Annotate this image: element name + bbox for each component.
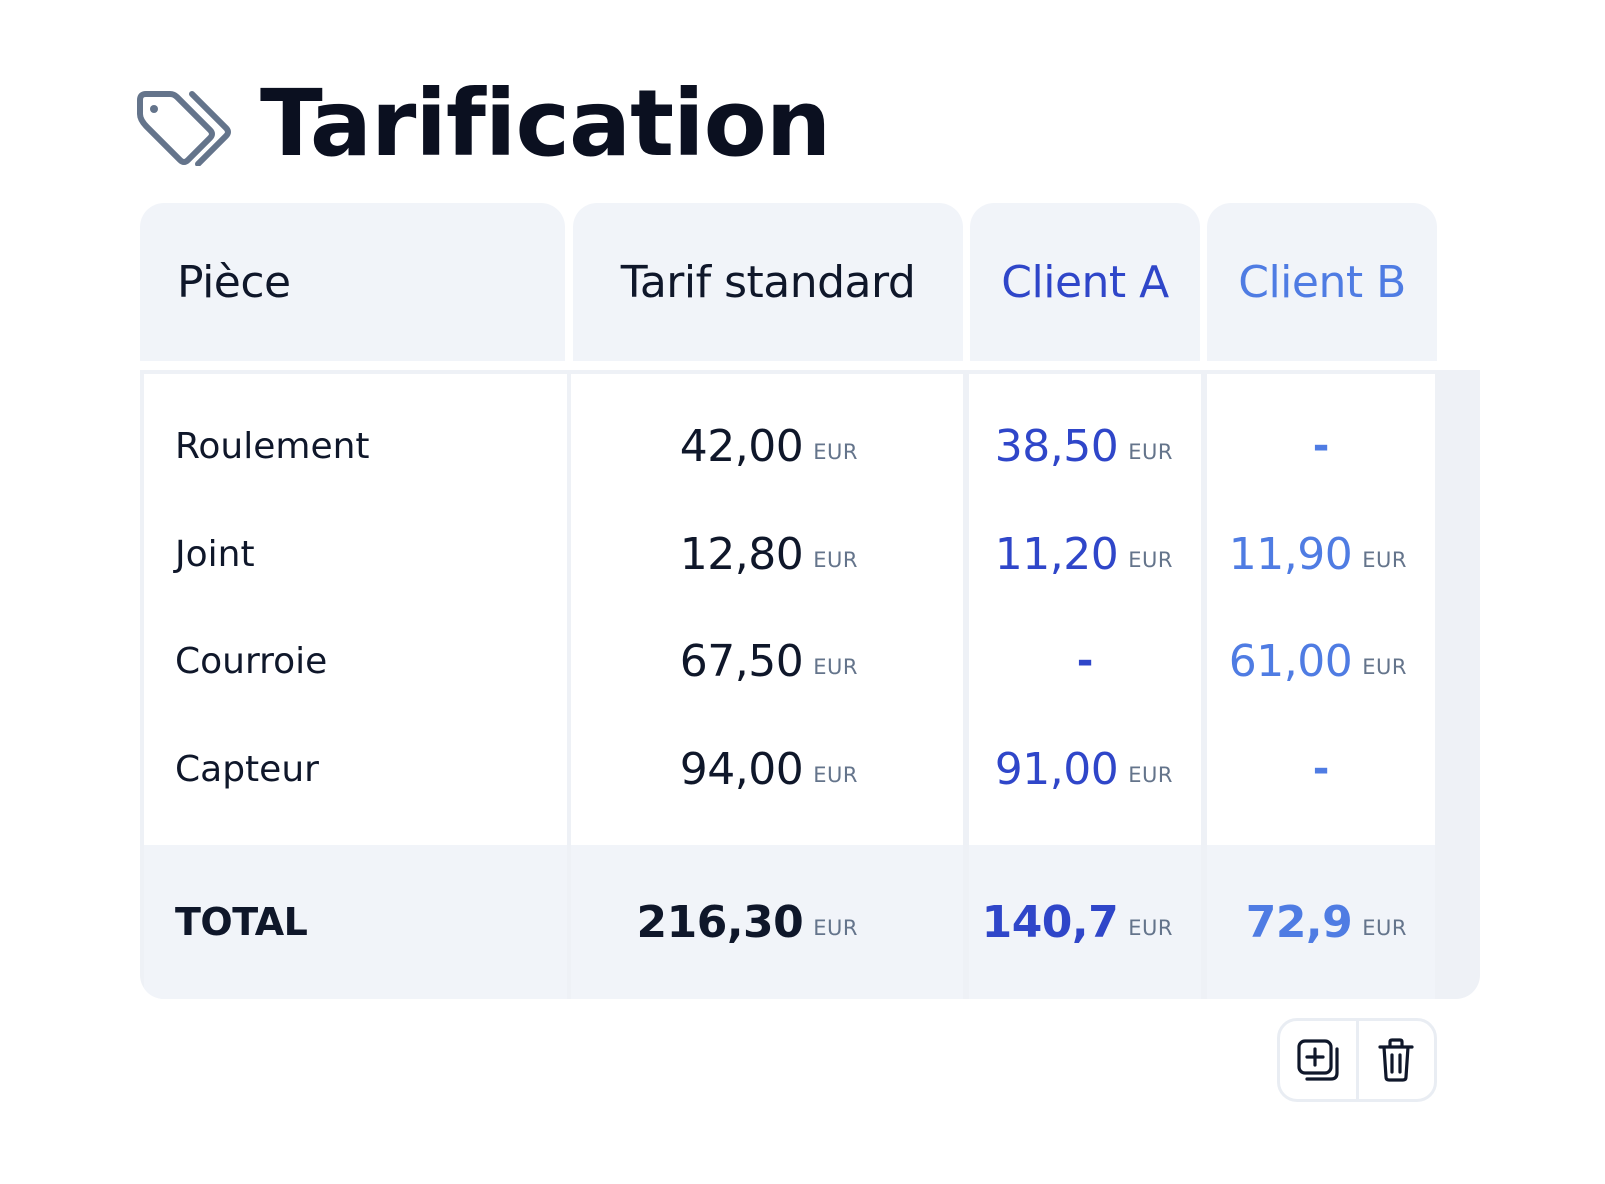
price-cell-standard[interactable]: 12,80 EUR [571,500,963,608]
price-value: 91,00 [994,743,1119,795]
column-background-client-b [1207,370,1435,999]
currency-label: EUR [1128,763,1173,787]
empty-price: - [1312,423,1330,469]
column-header-piece-label: Pièce [177,256,291,308]
price-cell-standard[interactable]: 42,00 EUR [571,392,963,500]
price-value: 11,20 [994,528,1119,580]
price-cell-standard[interactable]: 94,00 EUR [571,715,963,823]
column-header-client-a: Client A [970,203,1200,361]
table-body-background [140,370,1480,999]
price-tags-icon [137,91,231,166]
column-header-standard-label: Tarif standard [620,256,916,308]
table-row[interactable]: Joint 12,80 EUR 11,20 EUR 11,90 EUR [140,500,1480,608]
price-cell-client-b[interactable]: 11,90 EUR [1207,500,1435,608]
price-cell-client-b[interactable]: - [1207,715,1435,823]
empty-price: - [1076,638,1094,684]
piece-name[interactable]: Capteur [175,748,319,790]
delete-row-button[interactable] [1355,1021,1435,1099]
currency-label: EUR [1128,916,1173,940]
column-background-client-a [969,370,1201,999]
price-value: 140,7 [981,896,1119,948]
price-cell-client-a[interactable]: 11,20 EUR [969,500,1201,608]
currency-label: EUR [813,763,858,787]
currency-label: EUR [1362,655,1407,679]
table-row[interactable]: Courroie 67,50 EUR - 61,00 EUR [140,607,1480,715]
column-header-client-a-label: Client A [1001,256,1169,308]
price-cell-client-a[interactable]: 91,00 EUR [969,715,1201,823]
price-value: 72,9 [1245,896,1353,948]
currency-label: EUR [1128,440,1173,464]
price-value: 67,50 [679,635,804,687]
table-row[interactable]: Roulement 42,00 EUR 38,50 EUR - [140,392,1480,500]
price-value: 216,30 [636,896,804,948]
currency-label: EUR [1362,916,1407,940]
price-cell-standard: 216,30 EUR [571,868,963,976]
total-label: TOTAL [175,900,308,944]
table-row[interactable]: Capteur 94,00 EUR 91,00 EUR - [140,715,1480,823]
currency-label: EUR [813,655,858,679]
piece-name[interactable]: Joint [175,533,255,575]
piece-name[interactable]: Roulement [175,425,370,467]
price-value: 11,90 [1228,528,1353,580]
price-value: 38,50 [994,420,1119,472]
currency-label: EUR [1128,548,1173,572]
table-actions [1277,1018,1437,1102]
price-value: 12,80 [679,528,804,580]
price-cell-client-a[interactable]: - [969,607,1201,715]
currency-label: EUR [813,548,858,572]
column-header-client-b: Client B [1207,203,1437,361]
add-copy-icon [1297,1039,1339,1081]
price-cell-client-b[interactable]: 61,00 EUR [1207,607,1435,715]
currency-label: EUR [1362,548,1407,572]
add-row-button[interactable] [1280,1021,1356,1099]
page-header: Tarification [130,70,831,177]
price-cell-client-b[interactable]: - [1207,392,1435,500]
column-header-client-b-label: Client B [1238,256,1406,308]
piece-name[interactable]: Courroie [175,640,328,682]
column-background-piece [144,370,567,999]
price-value: 42,00 [679,420,804,472]
currency-label: EUR [813,916,858,940]
column-header-piece: Pièce [140,203,565,361]
total-row: TOTAL 216,30 EUR 140,7 EUR 72,9 EUR [140,868,1480,976]
table-body: Roulement 42,00 EUR 38,50 EUR - Joint 12,80 EUR 1… [140,370,1480,999]
column-header-standard: Tarif standard [573,203,963,361]
price-value: 61,00 [1228,635,1353,687]
table-header: Pièce Tarif standard Client A Client B [140,203,1480,361]
price-cell-standard[interactable]: 67,50 EUR [571,607,963,715]
price-value: 94,00 [679,743,804,795]
page-title: Tarification [260,70,831,177]
empty-price: - [1312,746,1330,792]
column-background-standard [571,370,963,999]
price-cell-client-a: 140,7 EUR [969,868,1201,976]
currency-label: EUR [813,440,858,464]
pricing-table: Pièce Tarif standard Client A Client B R… [140,203,1480,999]
price-cell-client-b: 72,9 EUR [1207,868,1435,976]
price-cell-client-a[interactable]: 38,50 EUR [969,392,1201,500]
trash-icon [1378,1038,1414,1082]
